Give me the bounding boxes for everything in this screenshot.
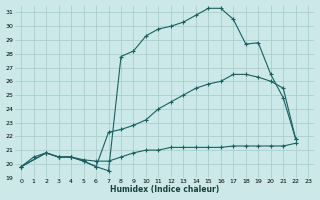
X-axis label: Humidex (Indice chaleur): Humidex (Indice chaleur) xyxy=(110,185,219,194)
